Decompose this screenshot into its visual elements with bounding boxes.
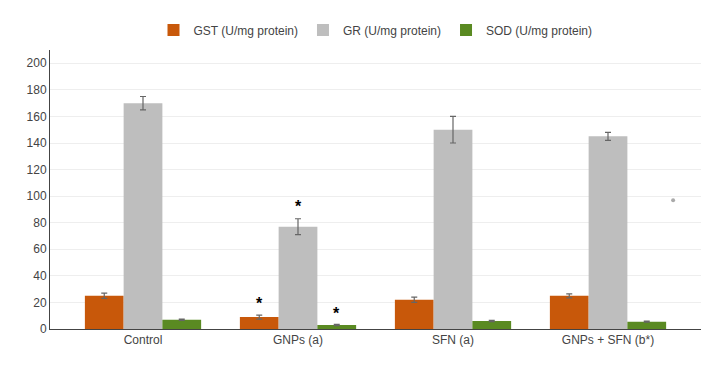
svg-text:GNPs (a): GNPs (a) <box>273 333 323 347</box>
svg-text:20: 20 <box>33 296 47 310</box>
svg-text:Control: Control <box>124 333 163 347</box>
svg-text:GR (U/mg protein): GR (U/mg protein) <box>343 24 441 38</box>
svg-text:140: 140 <box>27 136 47 150</box>
svg-text:180: 180 <box>27 83 47 97</box>
svg-text:100: 100 <box>27 189 47 203</box>
svg-text:*: * <box>333 305 340 322</box>
svg-text:200: 200 <box>27 56 47 70</box>
svg-text:80: 80 <box>33 216 47 230</box>
svg-text:60: 60 <box>33 242 47 256</box>
svg-text:40: 40 <box>33 269 47 283</box>
svg-text:GST (U/mg protein): GST (U/mg protein) <box>194 24 298 38</box>
svg-text:120: 120 <box>27 163 47 177</box>
svg-text:SFN (a): SFN (a) <box>432 333 474 347</box>
svg-text:*: * <box>256 295 263 312</box>
svg-text:SOD (U/mg protein): SOD (U/mg protein) <box>486 24 592 38</box>
svg-text:*: * <box>295 198 302 215</box>
svg-text:GNPs + SFN (b*): GNPs + SFN (b*) <box>562 333 654 347</box>
svg-text:160: 160 <box>27 110 47 124</box>
svg-text:0: 0 <box>40 322 47 336</box>
